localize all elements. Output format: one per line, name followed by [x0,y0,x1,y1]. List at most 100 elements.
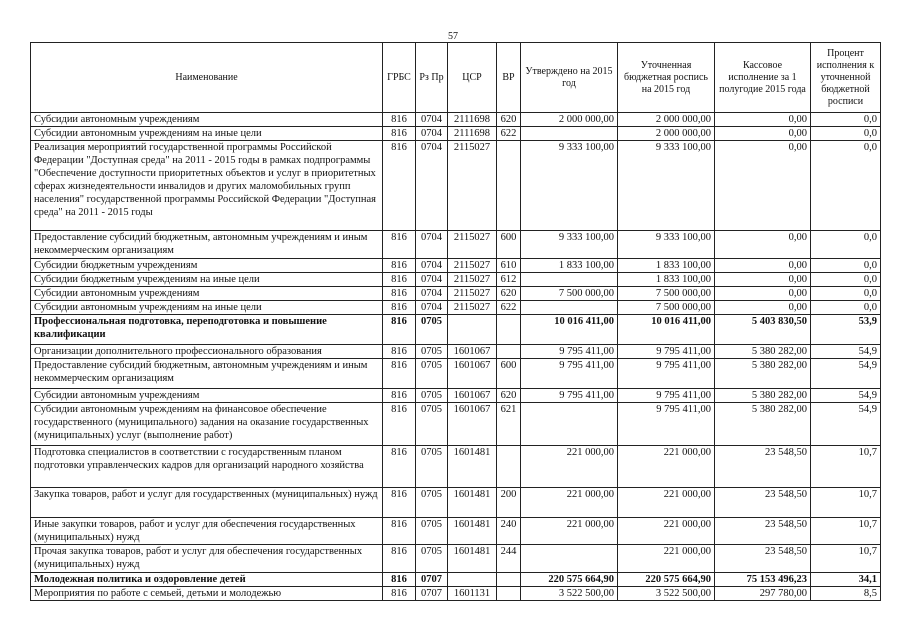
cell: 9 795 411,00 [520,344,618,359]
cell: 34,1 [810,572,881,587]
cell: 221 000,00 [520,487,618,518]
cell: 2115027 [447,140,497,231]
table-row: Закупка товаров, работ и услуг для госуд… [30,487,881,518]
column-header: Уточненная бюджетная роспись на 2015 год [617,42,715,113]
cell: 620 [496,112,521,127]
cell: 0705 [415,402,448,446]
cell: 0,00 [714,140,811,231]
page-number: 57 [448,31,458,42]
column-header: ГРБС [382,42,416,113]
cell: 221 000,00 [617,487,715,518]
cell: 0,0 [810,272,881,287]
cell: 600 [496,358,521,389]
column-header: Рз Пр [415,42,448,113]
cell: 0,00 [714,300,811,315]
cell: 1601067 [447,402,497,446]
cell: 1601481 [447,487,497,518]
cell [496,314,521,345]
cell: 221 000,00 [617,544,715,573]
cell [496,572,521,587]
cell: 816 [382,140,416,231]
cell: 9 795 411,00 [520,358,618,389]
cell: 220 575 664,90 [617,572,715,587]
column-header: Наименование [30,42,383,113]
table-row: Предоставление субсидий бюджетным, автон… [30,230,881,259]
cell: 0,0 [810,230,881,259]
cell [520,300,618,315]
column-header: Процент исполнения к уточненной бюджетно… [810,42,881,113]
table-row: Субсидии автономным учреждениям 816 0704 21… [30,112,881,127]
cell: 0,0 [810,286,881,301]
cell: 0704 [415,140,448,231]
cell: 1601481 [447,544,497,573]
cell: 0,0 [810,140,881,231]
cell: 10,7 [810,517,881,545]
cell [496,586,521,601]
table-row: Молодежная политика и оздоровление детей… [30,572,881,587]
cell: 54,9 [810,402,881,446]
table-row: Организации дополнительного профессионал… [30,344,881,359]
cell: 0,00 [714,230,811,259]
cell: 816 [382,314,416,345]
cell: 0705 [415,544,448,573]
row-name: Субсидии бюджетным учреждениям на иные ц… [30,272,383,287]
cell: 0705 [415,358,448,389]
column-header: Утверждено на 2015 год [520,42,618,113]
cell: 0704 [415,300,448,315]
cell: 221 000,00 [617,517,715,545]
cell: 2115027 [447,286,497,301]
cell: 612 [496,272,521,287]
row-name: Субсидии автономным учреждениям [30,112,383,127]
cell: 0705 [415,314,448,345]
cell: 816 [382,572,416,587]
cell: 9 795 411,00 [617,402,715,446]
cell: 5 380 282,00 [714,358,811,389]
cell: 1601067 [447,358,497,389]
cell: 0705 [415,487,448,518]
cell: 0,00 [714,286,811,301]
cell: 7 500 000,00 [617,286,715,301]
cell: 816 [382,230,416,259]
cell: 816 [382,258,416,273]
row-name: Предоставление субсидий бюджетным, автон… [30,230,383,259]
table-row: Субсидии автономным учреждениям на иные … [30,126,881,141]
cell: 10 016 411,00 [520,314,618,345]
table-row: Подготовка специалистов в соответствии с… [30,445,881,488]
cell: 1 833 100,00 [617,272,715,287]
cell: 200 [496,487,521,518]
cell: 620 [496,388,521,403]
cell: 10,7 [810,445,881,488]
table-row: Профессиональная подготовка, переподгото… [30,314,881,345]
cell: 9 333 100,00 [617,230,715,259]
cell: 1601067 [447,344,497,359]
cell: 816 [382,402,416,446]
cell: 2 000 000,00 [617,112,715,127]
column-header: Кассовое исполнение за 1 полугодие 2015 … [714,42,811,113]
cell: 54,9 [810,358,881,389]
table-row: Субсидии автономным учреждениям 816 0704 21… [30,286,881,301]
cell: 0704 [415,230,448,259]
cell: 0,0 [810,112,881,127]
cell [496,140,521,231]
table-row: Прочая закупка товаров, работ и услуг дл… [30,544,881,573]
cell: 2111698 [447,112,497,127]
cell: 816 [382,272,416,287]
row-name: Реализация мероприятий государственной п… [30,140,383,231]
row-name: Субсидии автономным учреждениям [30,286,383,301]
cell: 621 [496,402,521,446]
row-name: Субсидии автономным учреждениям на иные … [30,300,383,315]
cell: 2115027 [447,272,497,287]
row-name: Профессиональная подготовка, переподгото… [30,314,383,345]
cell: 816 [382,487,416,518]
row-name: Субсидии автономным учреждениям на иные … [30,126,383,141]
cell: 220 575 664,90 [520,572,618,587]
cell: 10 016 411,00 [617,314,715,345]
cell: 10,7 [810,544,881,573]
cell: 5 380 282,00 [714,388,811,403]
cell: 1601481 [447,517,497,545]
row-name: Молодежная политика и оздоровление детей [30,572,383,587]
row-name: Иные закупки товаров, работ и услуг для … [30,517,383,545]
cell: 622 [496,300,521,315]
cell: 816 [382,445,416,488]
cell: 221 000,00 [520,445,618,488]
